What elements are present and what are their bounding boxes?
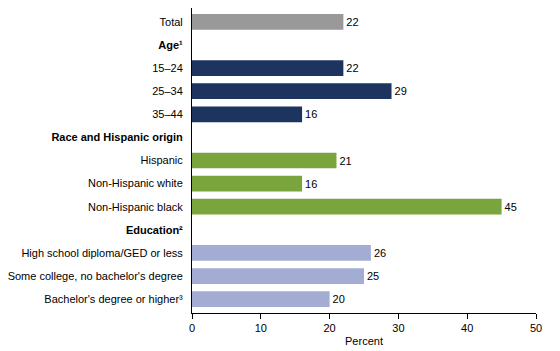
svg-text:30: 30 — [392, 322, 404, 334]
svg-text:25: 25 — [367, 270, 379, 282]
svg-text:25–34: 25–34 — [152, 85, 183, 97]
svg-text:Non-Hispanic black: Non-Hispanic black — [88, 201, 183, 213]
svg-text:Total: Total — [160, 16, 183, 28]
svg-text:Some college, no bachelor's de: Some college, no bachelor's degree — [8, 270, 183, 282]
svg-text:Percent: Percent — [345, 335, 383, 347]
svg-text:22: 22 — [346, 16, 358, 28]
svg-text:20: 20 — [323, 322, 335, 334]
svg-text:29: 29 — [395, 85, 407, 97]
svg-text:Race and Hispanic origin: Race and Hispanic origin — [51, 131, 183, 143]
svg-text:20: 20 — [333, 293, 345, 305]
svg-text:10: 10 — [255, 322, 267, 334]
svg-text:35–44: 35–44 — [152, 108, 183, 120]
svg-text:22: 22 — [346, 62, 358, 74]
svg-text:45: 45 — [505, 201, 517, 213]
svg-text:16: 16 — [305, 178, 317, 190]
svg-text:Age¹: Age¹ — [158, 39, 183, 51]
svg-text:High school diploma/GED or les: High school diploma/GED or less — [21, 247, 183, 259]
svg-text:0: 0 — [189, 322, 195, 334]
svg-text:26: 26 — [374, 247, 386, 259]
svg-text:21: 21 — [339, 155, 351, 167]
svg-text:40: 40 — [461, 322, 473, 334]
svg-text:Hispanic: Hispanic — [141, 154, 184, 166]
svg-text:Education²: Education² — [126, 224, 183, 236]
svg-text:16: 16 — [305, 108, 317, 120]
svg-text:Bachelor's degree or higher³: Bachelor's degree or higher³ — [44, 293, 183, 305]
svg-text:15–24: 15–24 — [152, 62, 183, 74]
svg-text:Non-Hispanic white: Non-Hispanic white — [88, 177, 183, 189]
svg-text:50: 50 — [530, 322, 542, 334]
